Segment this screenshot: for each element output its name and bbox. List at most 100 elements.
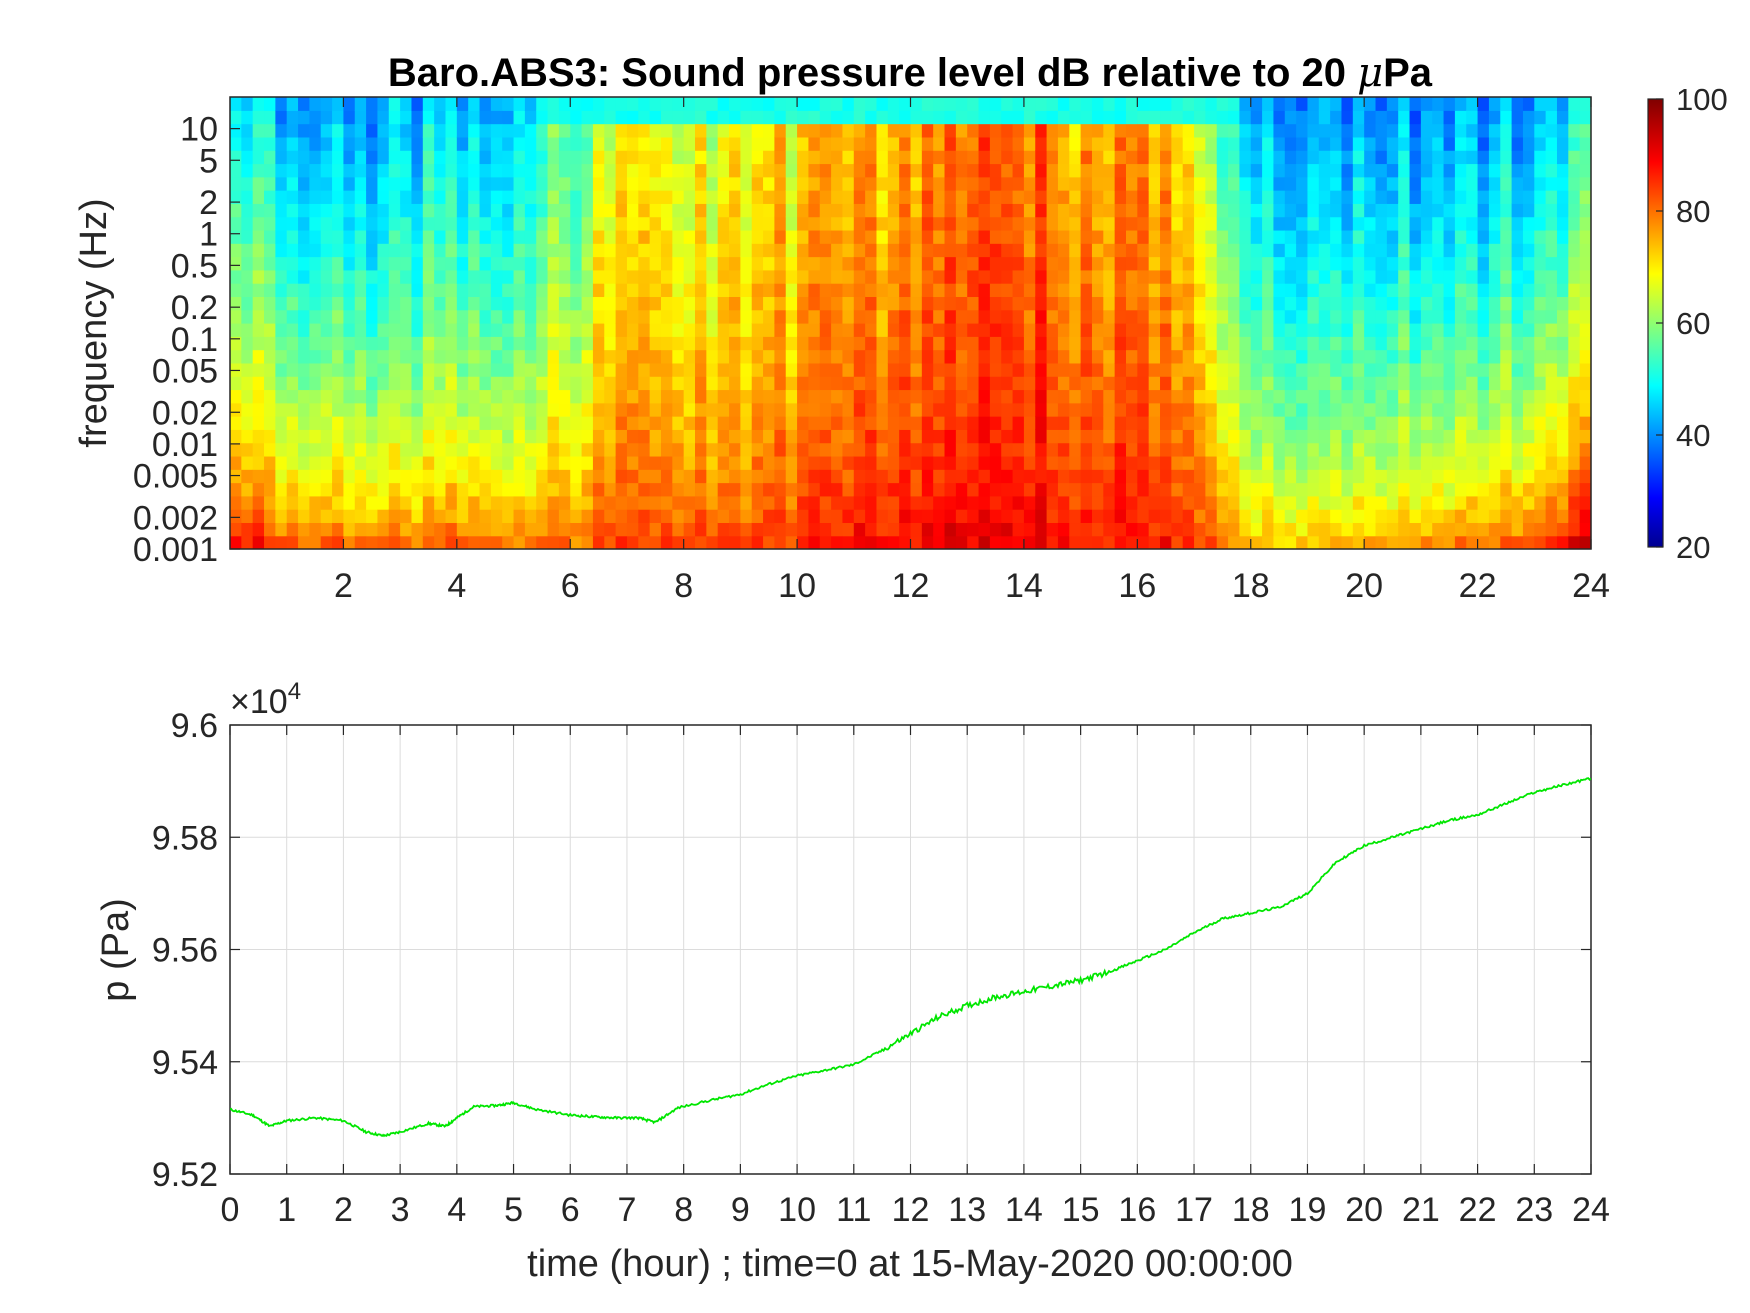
spectrogram-cell	[729, 296, 741, 311]
spectrogram-cell	[876, 442, 889, 457]
spectrogram-cell	[1125, 309, 1138, 324]
spectrogram-cell	[343, 429, 356, 444]
spectrogram-cell	[1488, 362, 1501, 377]
spectrogram-cell	[978, 522, 991, 537]
spectrogram-cell	[1012, 110, 1025, 125]
spectrogram-cell	[876, 469, 889, 484]
spectrogram-cell	[445, 309, 458, 324]
spectrogram-cell	[774, 376, 787, 391]
spectrogram-cell	[1160, 203, 1172, 218]
spectrogram-cell	[332, 97, 345, 111]
spectrogram-cell	[717, 269, 730, 284]
spectrogram-cell	[1341, 163, 1354, 178]
spectrogram-cell	[1125, 296, 1138, 311]
spectrogram-cell	[955, 336, 968, 351]
spectrogram-cell	[1103, 243, 1116, 258]
spectrogram-cell	[320, 522, 333, 537]
spectrogram-cell	[660, 455, 673, 470]
spectrogram-cell	[570, 269, 583, 284]
spectrogram-cell	[1352, 522, 1365, 537]
spectrogram-cell	[275, 97, 288, 111]
spectrogram-cell	[808, 522, 821, 537]
spectrogram-cell	[1069, 455, 1082, 470]
spectrogram-cell	[1057, 323, 1070, 337]
spectrogram-cell	[695, 190, 707, 204]
spectrogram-cell	[1454, 296, 1467, 311]
spectrogram-cell	[1103, 495, 1116, 510]
spectrogram-cell	[740, 376, 753, 391]
spectrogram-cell	[1432, 336, 1445, 351]
spectrogram-cell	[1262, 216, 1275, 231]
spectrogram-cell	[1273, 136, 1286, 151]
spectrogram-cell	[581, 455, 594, 470]
spectrogram-cell	[1125, 323, 1138, 337]
spectrogram-cell	[581, 269, 594, 284]
spectrogram-cell	[468, 150, 481, 165]
spectrogram-cell	[298, 535, 310, 549]
spectrogram-cell	[434, 190, 447, 204]
spectrogram-cell	[366, 110, 379, 125]
spectrogram-cell	[740, 229, 753, 244]
spectrogram-cell	[490, 509, 503, 524]
spectrogram-cell	[1307, 283, 1320, 298]
spectrogram-cell	[1284, 495, 1297, 510]
spectrogram-cell	[332, 110, 345, 125]
spectrogram-cell	[513, 283, 526, 298]
spectrogram-cell	[1103, 442, 1116, 457]
spectrogram-cell	[660, 176, 673, 191]
spectrogram-cell	[1273, 509, 1286, 524]
spectrogram-cell	[1001, 482, 1014, 497]
spectrogram-cell	[933, 429, 946, 444]
spectrogram-cell	[1454, 482, 1467, 497]
spectrogram-cell	[286, 535, 299, 549]
spectrogram-cell	[819, 362, 832, 377]
spectrogram-cell	[638, 110, 651, 125]
spectrogram-cell	[1420, 402, 1433, 417]
spectrogram-cell	[1216, 229, 1229, 244]
spectrogram-cell	[1330, 482, 1343, 497]
spectrogram-cell	[1194, 97, 1206, 111]
spectrogram-cell	[592, 442, 605, 457]
spectrogram-cell	[1228, 442, 1241, 457]
spectrogram-cell	[672, 389, 685, 404]
spectrogram-cell	[1216, 243, 1229, 258]
spectrogram-cell	[1432, 309, 1445, 324]
spectrogram-cell	[241, 349, 254, 364]
spectrogram-cell	[1023, 509, 1036, 524]
spectrogram-cell	[411, 455, 424, 470]
spectrogram-cell	[1284, 469, 1297, 484]
spectrogram-cell	[1307, 203, 1320, 218]
spectrogram-cell	[1216, 256, 1229, 271]
spectrogram-cell	[1137, 482, 1150, 497]
spectrogram-cell	[366, 229, 379, 244]
spectrogram-cell	[592, 296, 605, 311]
colorbar-tick-label: 100	[1676, 82, 1728, 117]
spectrogram-cell	[1080, 123, 1093, 138]
spectrogram-cell	[763, 269, 775, 284]
spectrogram-cell	[1114, 296, 1127, 311]
spectrogram-cell	[1296, 349, 1309, 364]
spectrogram-cell	[592, 309, 605, 324]
spectrogram-cell	[388, 495, 401, 510]
spectrogram-cell	[955, 123, 968, 138]
spectrogram-cell	[615, 243, 628, 258]
spectrogram-cell	[1137, 110, 1150, 125]
spectrogram-cell	[343, 190, 356, 204]
spectrogram-cell	[797, 203, 810, 218]
spectrogram-cell	[456, 336, 469, 351]
spectrogram-cell	[1296, 362, 1309, 377]
spectrogram-cell	[1522, 190, 1535, 204]
spectrogram-cell	[1091, 190, 1104, 204]
spectrogram-cell	[1454, 190, 1467, 204]
spectrogram-cell	[1035, 150, 1048, 165]
spectrogram-cell	[649, 309, 662, 324]
spectrogram-cell	[899, 176, 912, 191]
spectrogram-cell	[1318, 376, 1331, 391]
spectrogram-cell	[1432, 455, 1445, 470]
spectrogram-cell	[592, 190, 605, 204]
spectrogram-cell	[853, 389, 866, 404]
spectrogram-cell	[320, 176, 333, 191]
spectrogram-cell	[887, 416, 900, 430]
spectrogram-cell	[400, 110, 413, 125]
spectrogram-cell	[422, 535, 435, 549]
